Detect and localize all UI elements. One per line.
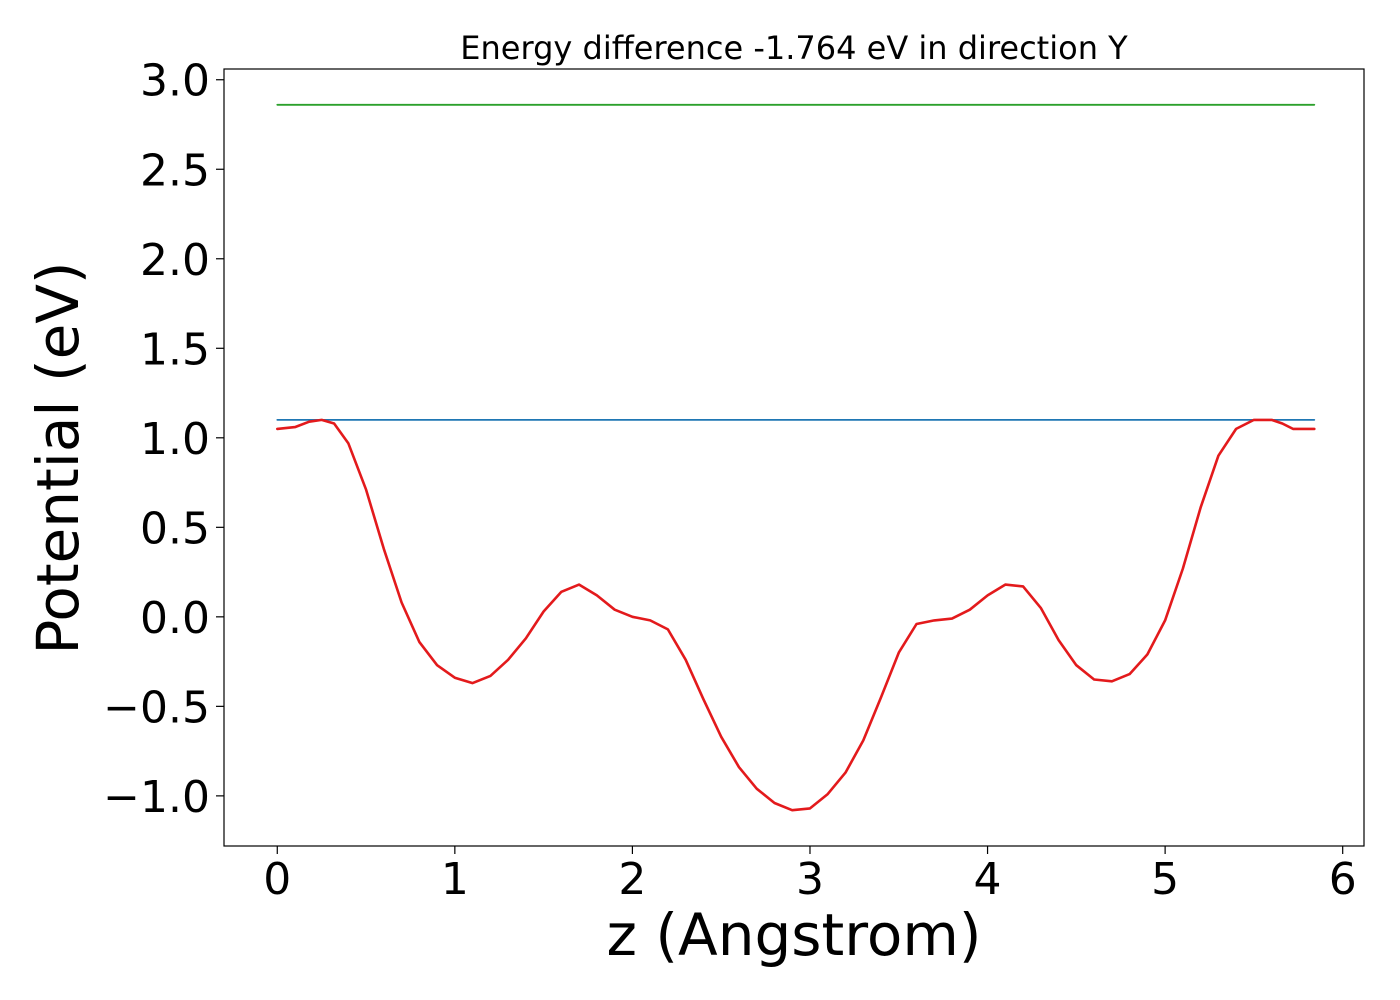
x-tick-label: 6 bbox=[1329, 854, 1357, 905]
y-tick-label: 3.0 bbox=[140, 56, 210, 107]
x-tick-label: 2 bbox=[618, 854, 646, 905]
y-axis-label: Potential (eV) bbox=[24, 261, 92, 654]
x-tick-label: 3 bbox=[796, 854, 824, 905]
y-tick-label: 2.5 bbox=[140, 145, 210, 196]
y-tick-label: 1.5 bbox=[140, 324, 210, 375]
y-tick-label: 0.5 bbox=[140, 503, 210, 554]
x-axis-ticks: 0 1 2 3 4 5 6 bbox=[263, 846, 1357, 905]
series-line-3 bbox=[275, 418, 1316, 812]
x-tick-label: 0 bbox=[263, 854, 291, 905]
y-tick-label: 0.0 bbox=[140, 593, 210, 644]
x-tick-label: 5 bbox=[1151, 854, 1179, 905]
y-tick-label: −1.0 bbox=[103, 772, 210, 823]
y-tick-label: 2.0 bbox=[140, 235, 210, 286]
chart-title: Energy difference -1.764 eV in direction… bbox=[460, 29, 1128, 67]
x-axis-label: z (Angstrom) bbox=[607, 901, 982, 969]
y-axis-ticks: 3.0 2.5 2.0 1.5 1.0 0.5 0.0 −0.5 −1.0 bbox=[103, 56, 224, 823]
plot-frame bbox=[223, 68, 1365, 847]
y-tick-label: 1.0 bbox=[140, 414, 210, 465]
x-tick-label: 1 bbox=[441, 854, 469, 905]
x-tick-label: 4 bbox=[974, 854, 1002, 905]
plot-lines bbox=[275, 103, 1316, 812]
y-tick-label: −0.5 bbox=[103, 682, 210, 733]
